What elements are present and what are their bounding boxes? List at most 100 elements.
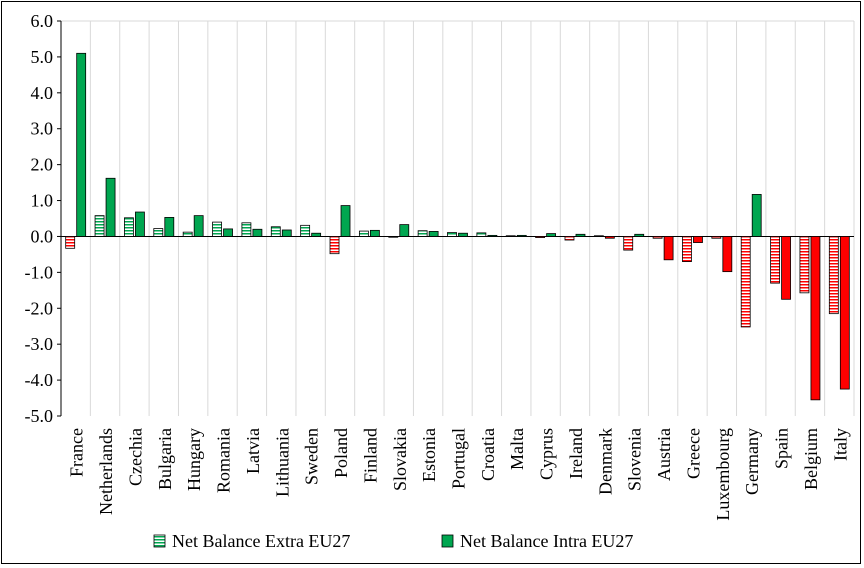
bar-extra-eu27-france bbox=[65, 236, 76, 249]
bar-extra-eu27-denmark bbox=[593, 235, 604, 237]
y-tick-label: 4.0 bbox=[31, 83, 54, 103]
bar-layer bbox=[65, 52, 850, 401]
category-label-hungary: Hungary bbox=[184, 428, 204, 491]
category-label-croatia: Croatia bbox=[478, 428, 498, 481]
bar-intra-eu27-poland bbox=[340, 205, 351, 237]
y-tick-label: -4.0 bbox=[25, 370, 54, 390]
category-label-spain: Spain bbox=[772, 428, 792, 469]
label-layer: France Netherlands Czechia Bulgaria Hungary R… bbox=[67, 428, 851, 521]
bar-intra-eu27-ireland bbox=[575, 233, 586, 237]
y-tick-label: 2.0 bbox=[31, 155, 54, 175]
axis-layer: 6.0 5.0 4.0 3.0 2.0 1.0 0.0 -1.0 -2.0 -3.0 -4.0 -5.… bbox=[25, 11, 854, 426]
bar-extra-eu27-slovakia bbox=[388, 236, 399, 238]
bar-extra-eu27-finland bbox=[358, 230, 369, 237]
y-tick-label: -5.0 bbox=[25, 406, 54, 426]
category-label-finland: Finland bbox=[360, 428, 380, 483]
category-label-estonia: Estonia bbox=[419, 428, 439, 482]
bar-intra-eu27-slovenia bbox=[634, 233, 645, 237]
bar-extra-eu27-romania bbox=[212, 221, 222, 237]
bar-intra-eu27-sweden bbox=[311, 232, 322, 237]
bar-extra-eu27-sweden bbox=[300, 224, 311, 237]
category-label-luxembourg: Luxembourg bbox=[713, 428, 733, 521]
bar-extra-eu27-czechia bbox=[124, 217, 134, 237]
y-tick-label: 1.0 bbox=[31, 191, 54, 211]
y-tick-label: 5.0 bbox=[31, 47, 54, 67]
bar-intra-eu27-estonia bbox=[428, 231, 439, 237]
bar-intra-eu27-germany bbox=[751, 194, 762, 237]
y-tick-label: 0.0 bbox=[31, 226, 54, 246]
bar-intra-eu27-cyprus bbox=[546, 233, 557, 237]
bar-intra-eu27-belgium bbox=[810, 236, 821, 401]
category-label-sweden: Sweden bbox=[302, 428, 322, 485]
bar-extra-eu27-bulgaria bbox=[153, 228, 164, 237]
y-tick-label: 3.0 bbox=[31, 119, 54, 139]
legend-swatch-intra bbox=[441, 534, 454, 548]
bar-extra-eu27-germany bbox=[740, 236, 751, 328]
bar-intra-eu27-czechia bbox=[135, 211, 145, 237]
category-label-slovakia: Slovakia bbox=[390, 428, 410, 491]
bar-extra-eu27-ireland bbox=[564, 236, 575, 241]
y-tick-label: -3.0 bbox=[25, 334, 54, 354]
bar-extra-eu27-italy bbox=[828, 236, 839, 315]
bar-intra-eu27-hungary bbox=[193, 215, 204, 237]
bar-extra-eu27-belgium bbox=[799, 236, 810, 294]
category-label-france: France bbox=[67, 428, 87, 477]
category-label-germany: Germany bbox=[742, 428, 762, 495]
bar-intra-eu27-denmark bbox=[604, 236, 615, 239]
bar-intra-eu27-bulgaria bbox=[164, 217, 175, 237]
category-label-latvia: Latvia bbox=[243, 428, 263, 474]
bar-intra-eu27-spain bbox=[781, 236, 791, 300]
bar-intra-eu27-austria bbox=[663, 236, 674, 261]
bar-extra-eu27-poland bbox=[329, 236, 340, 255]
bar-extra-eu27-lithuania bbox=[270, 226, 281, 237]
bar-extra-eu27-slovenia bbox=[623, 236, 634, 251]
category-label-slovenia: Slovenia bbox=[625, 428, 645, 491]
category-label-netherlands: Netherlands bbox=[96, 428, 116, 515]
bar-intra-eu27-italy bbox=[839, 236, 850, 390]
bar-extra-eu27-luxembourg bbox=[711, 236, 722, 239]
bar-intra-eu27-slovakia bbox=[399, 224, 410, 237]
bar-intra-eu27-romania bbox=[223, 228, 233, 237]
legend-label-intra: Net Balance Intra EU27 bbox=[460, 531, 633, 551]
bar-intra-eu27-luxembourg bbox=[722, 236, 733, 273]
bar-extra-eu27-austria bbox=[652, 236, 663, 239]
bar-intra-eu27-netherlands bbox=[105, 177, 116, 237]
y-tick-label: -2.0 bbox=[25, 298, 54, 318]
bar-intra-eu27-latvia bbox=[252, 228, 263, 237]
category-label-romania: Romania bbox=[214, 428, 234, 493]
bar-extra-eu27-spain bbox=[770, 236, 780, 284]
category-label-portugal: Portugal bbox=[449, 428, 469, 489]
bar-intra-eu27-finland bbox=[369, 229, 380, 237]
y-tick-label: 6.0 bbox=[31, 11, 54, 31]
y-tick-label: -1.0 bbox=[25, 262, 54, 282]
bar-extra-eu27-estonia bbox=[417, 230, 428, 237]
category-label-lithuania: Lithuania bbox=[272, 428, 292, 497]
bar-extra-eu27-portugal bbox=[447, 232, 457, 237]
bar-extra-eu27-croatia bbox=[476, 232, 487, 237]
category-label-poland: Poland bbox=[331, 428, 351, 478]
category-label-greece: Greece bbox=[683, 428, 703, 479]
bar-intra-eu27-malta bbox=[516, 234, 527, 237]
category-label-belgium: Belgium bbox=[801, 428, 821, 490]
category-label-austria: Austria bbox=[654, 428, 674, 481]
bar-intra-eu27-france bbox=[76, 52, 87, 237]
bar-extra-eu27-netherlands bbox=[94, 215, 105, 237]
bar-intra-eu27-portugal bbox=[458, 232, 468, 237]
bar-extra-eu27-latvia bbox=[241, 222, 252, 237]
category-label-bulgaria: Bulgaria bbox=[155, 428, 175, 490]
category-label-malta: Malta bbox=[507, 428, 527, 470]
grid-layer bbox=[60, 20, 855, 416]
bar-intra-eu27-lithuania bbox=[281, 229, 292, 237]
category-label-denmark: Denmark bbox=[595, 428, 615, 495]
bar-intra-eu27-croatia bbox=[487, 234, 498, 237]
bar-extra-eu27-malta bbox=[505, 235, 516, 237]
category-label-cyprus: Cyprus bbox=[537, 428, 557, 480]
legend-swatch-extra bbox=[153, 534, 166, 548]
bar-extra-eu27-hungary bbox=[182, 231, 193, 237]
category-label-ireland: Ireland bbox=[566, 428, 586, 479]
legend-label-extra: Net Balance Extra EU27 bbox=[172, 531, 350, 551]
category-label-italy: Italy bbox=[830, 428, 850, 461]
bar-intra-eu27-greece bbox=[693, 236, 703, 243]
